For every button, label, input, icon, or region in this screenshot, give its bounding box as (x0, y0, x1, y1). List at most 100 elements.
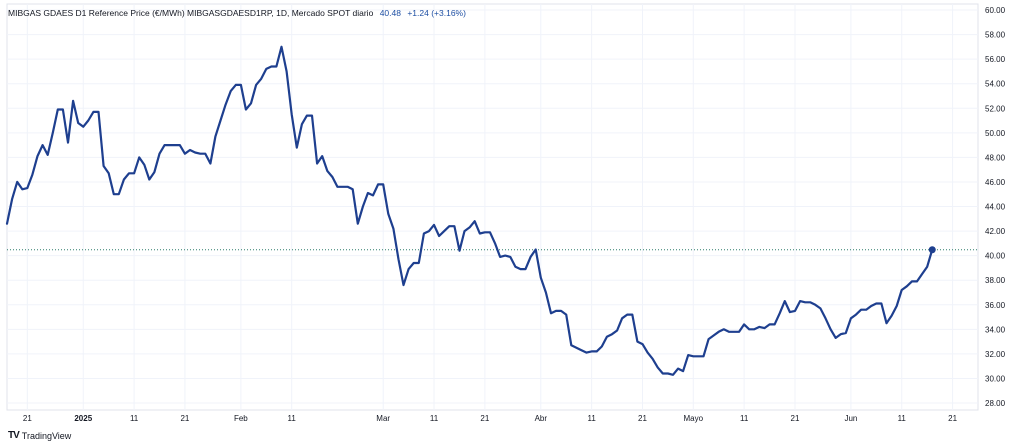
data-point (855, 314, 856, 315)
data-point (98, 111, 99, 112)
data-point (62, 109, 63, 110)
data-point (88, 120, 89, 121)
tradingview-logo-icon: TV (8, 430, 20, 441)
data-point (11, 199, 12, 200)
data-point (555, 310, 556, 311)
data-point (317, 163, 318, 164)
data-point (525, 269, 526, 270)
data-point (850, 318, 851, 319)
data-point (362, 206, 363, 207)
data-point (57, 109, 58, 110)
data-point (616, 330, 617, 331)
data-point (225, 104, 226, 105)
data-point (403, 285, 404, 286)
x-tick-label: 11 (587, 414, 596, 423)
data-point (805, 302, 806, 303)
y-tick-label: 52.00 (985, 104, 1006, 113)
data-point (652, 358, 653, 359)
data-point (337, 186, 338, 187)
data-point (408, 269, 409, 270)
legend-change: +1.24 (+3.16%) (407, 8, 466, 18)
data-point (398, 259, 399, 260)
data-point (815, 304, 816, 305)
data-point (845, 332, 846, 333)
x-tick-label: 11 (130, 414, 139, 423)
data-point (169, 144, 170, 145)
data-point (42, 144, 43, 145)
data-point (245, 109, 246, 110)
data-point (205, 153, 206, 154)
data-point (164, 144, 165, 145)
data-point (708, 339, 709, 340)
data-point (759, 326, 760, 327)
data-point (428, 230, 429, 231)
data-point (149, 179, 150, 180)
data-point (342, 186, 343, 187)
data-point (581, 350, 582, 351)
data-point (561, 310, 562, 311)
data-point (261, 78, 262, 79)
y-tick-label: 54.00 (985, 80, 1006, 89)
data-point (256, 84, 257, 85)
data-point (220, 120, 221, 121)
y-tick-label: 58.00 (985, 31, 1006, 40)
y-tick-label: 44.00 (985, 203, 1006, 212)
data-point (586, 352, 587, 353)
x-tick-label: 11 (430, 414, 439, 423)
data-point (921, 273, 922, 274)
data-point (784, 300, 785, 301)
data-point (718, 331, 719, 332)
legend-last-value: 40.48 (379, 8, 401, 18)
data-point (754, 329, 755, 330)
data-point (728, 331, 729, 332)
data-point (494, 243, 495, 244)
data-point (215, 136, 216, 137)
data-point (535, 249, 536, 250)
data-point (372, 195, 373, 196)
data-point (194, 152, 195, 153)
data-point (123, 179, 124, 180)
y-tick-label: 42.00 (985, 227, 1006, 236)
tradingview-brand[interactable]: TV TradingView (8, 430, 71, 441)
data-point (611, 334, 612, 335)
data-point (327, 170, 328, 171)
data-point (667, 373, 668, 374)
data-point (200, 153, 201, 154)
data-point (474, 221, 475, 222)
data-point (144, 164, 145, 165)
y-tick-label: 40.00 (985, 252, 1006, 261)
data-point (464, 230, 465, 231)
data-point (810, 302, 811, 303)
data-point (927, 266, 928, 267)
data-point (6, 223, 7, 224)
data-point (235, 84, 236, 85)
y-tick-label: 34.00 (985, 325, 1006, 334)
data-point (871, 305, 872, 306)
data-point (210, 163, 211, 164)
data-point (713, 335, 714, 336)
data-point (159, 153, 160, 154)
data-point (901, 289, 902, 290)
data-point (510, 256, 511, 257)
x-tick-label: Feb (234, 414, 248, 423)
data-point (383, 184, 384, 185)
data-point (423, 233, 424, 234)
legend-title: MIBGAS GDAES D1 Reference Price (€/MWh) … (8, 8, 374, 18)
data-point (133, 173, 134, 174)
data-point (733, 331, 734, 332)
data-point (291, 114, 292, 115)
y-tick-label: 28.00 (985, 399, 1006, 408)
data-point (896, 305, 897, 306)
x-tick-label: 11 (288, 414, 297, 423)
data-point (886, 323, 887, 324)
data-point (93, 111, 94, 112)
data-point (677, 368, 678, 369)
data-point (367, 192, 368, 193)
data-point (22, 189, 23, 190)
data-point (642, 343, 643, 344)
data-point (738, 331, 739, 332)
data-point (860, 309, 861, 310)
y-tick-label: 60.00 (985, 6, 1006, 15)
data-point (139, 157, 140, 158)
